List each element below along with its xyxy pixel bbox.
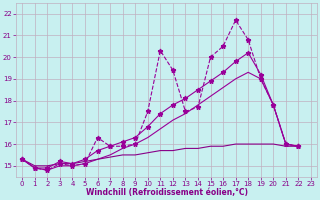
X-axis label: Windchill (Refroidissement éolien,°C): Windchill (Refroidissement éolien,°C) [85,188,248,197]
